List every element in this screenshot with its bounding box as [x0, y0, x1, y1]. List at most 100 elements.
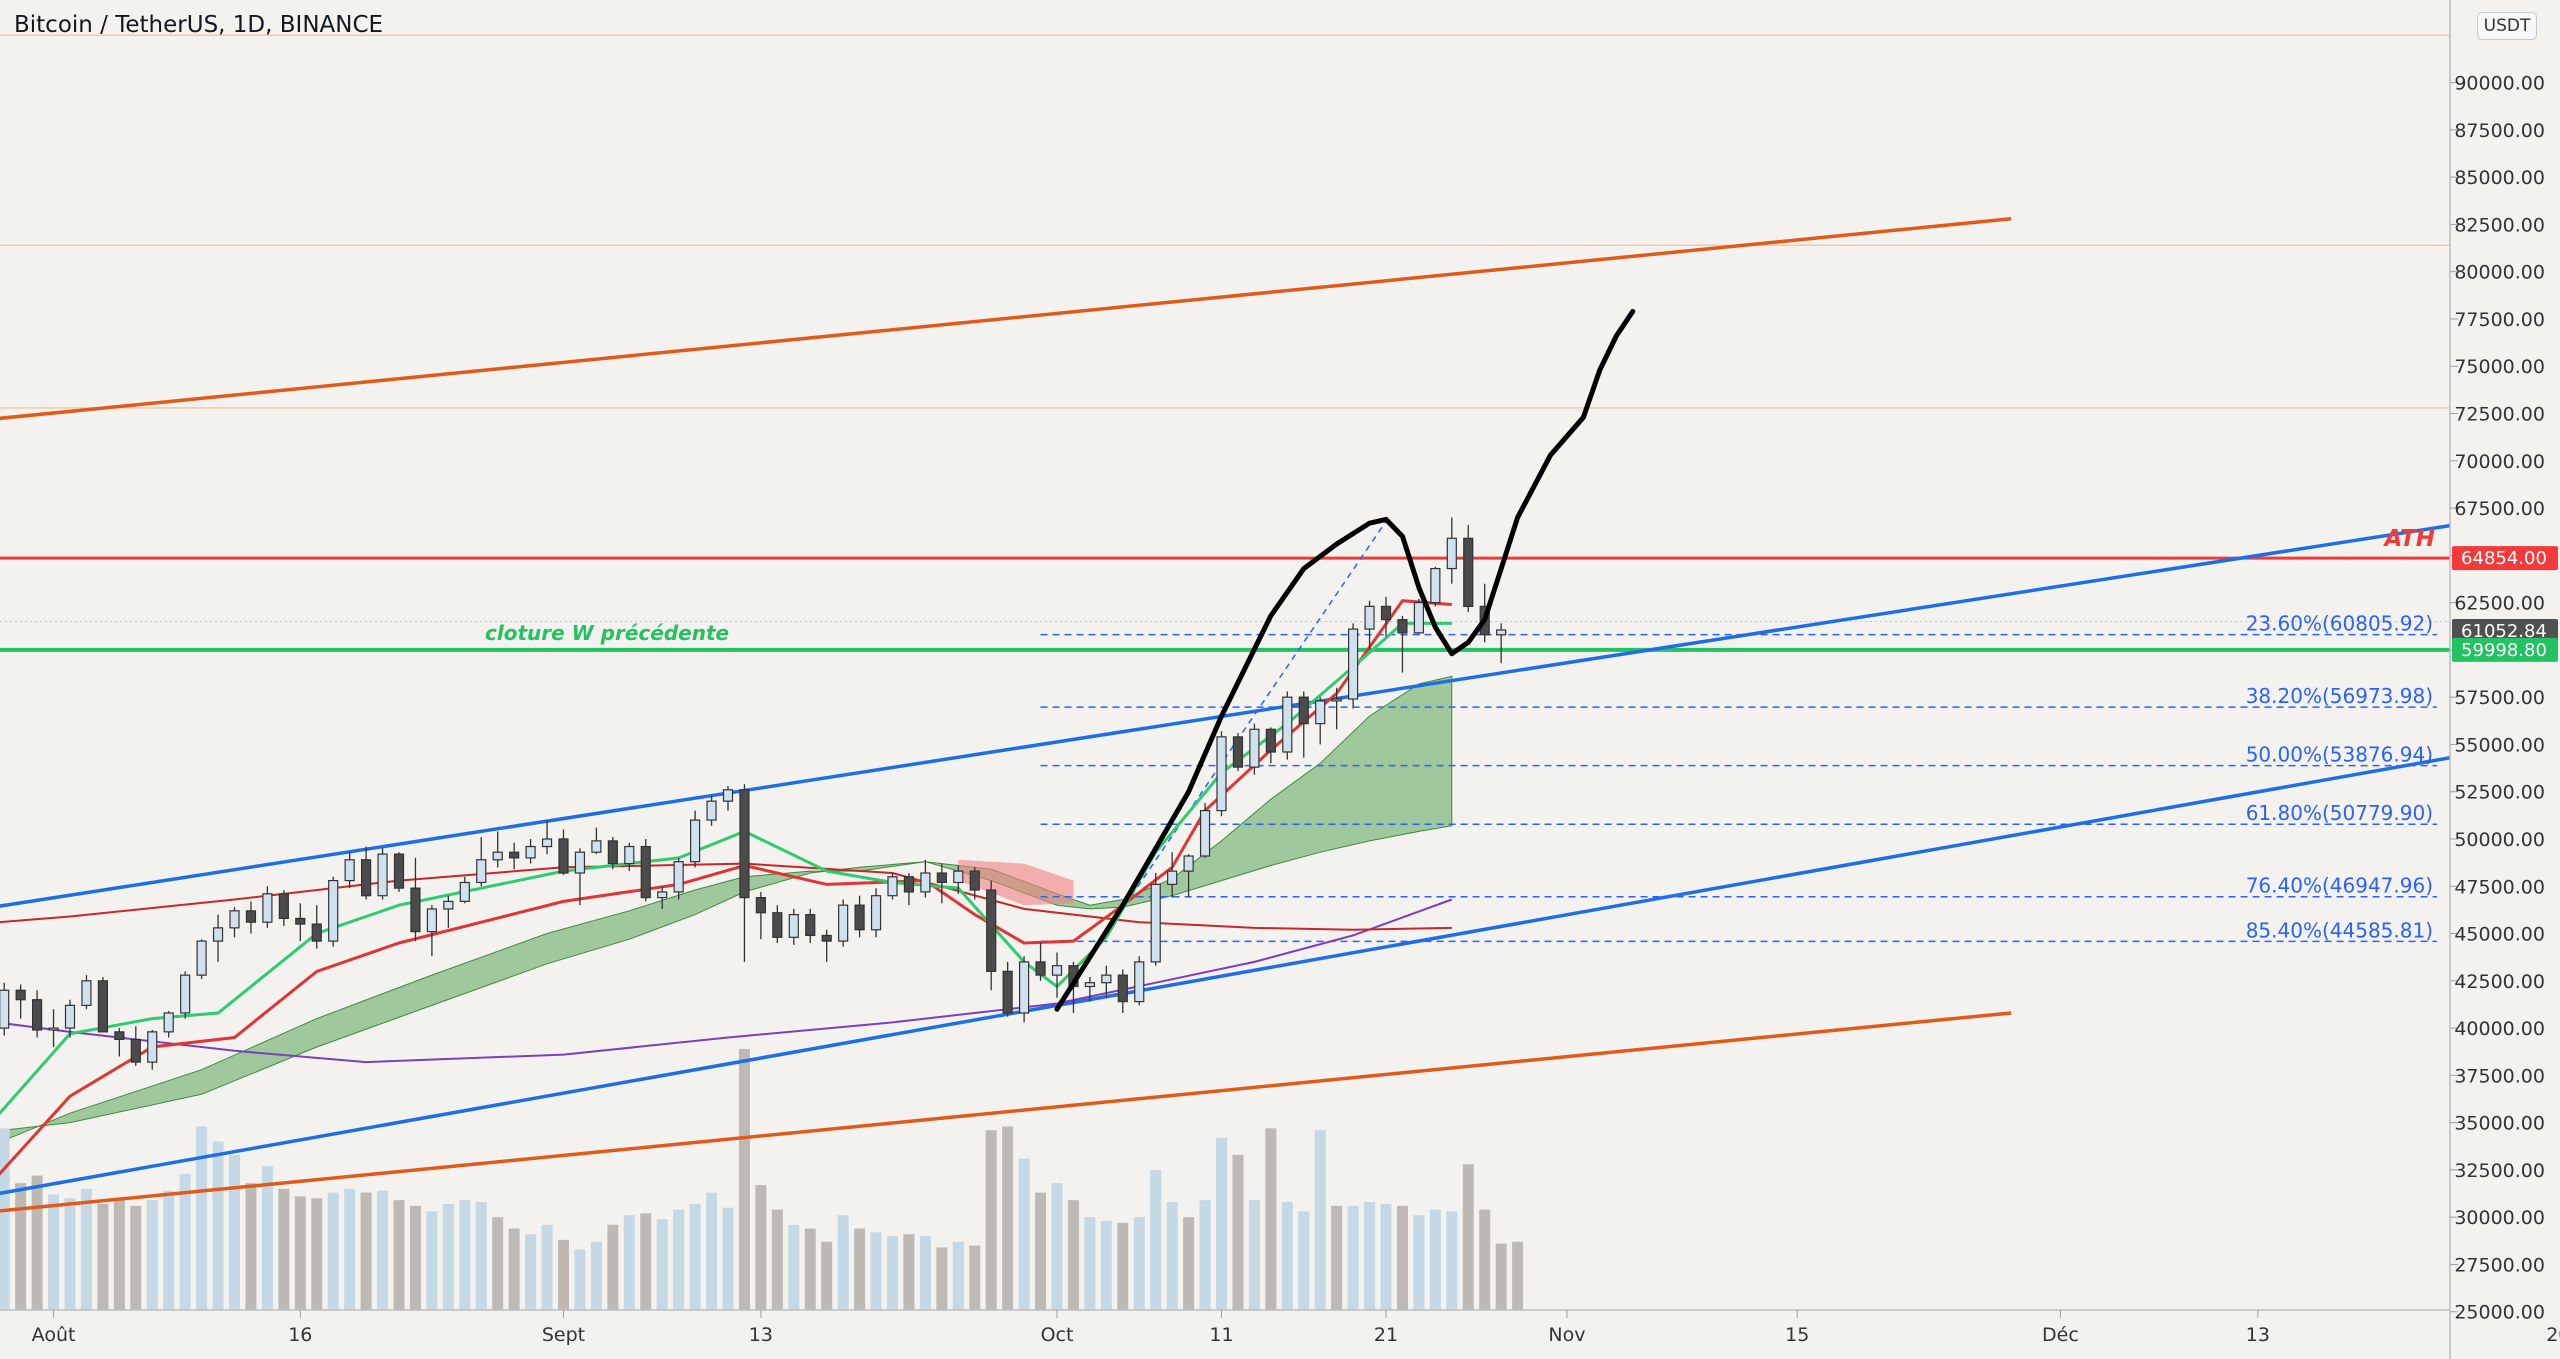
candle-down	[15, 989, 26, 1001]
volume-bar	[837, 1215, 849, 1310]
candle-down	[1002, 970, 1013, 1014]
candle-down	[772, 912, 783, 938]
price-tick-label: 25000.00	[2454, 1302, 2545, 1324]
candle-up	[657, 891, 668, 899]
volume-bar	[985, 1130, 997, 1310]
volume-bar	[919, 1236, 931, 1310]
candle-up	[426, 908, 437, 933]
volume-bar	[1216, 1137, 1227, 1310]
symbol-title: Bitcoin / TetherUS, 1D, BINANCE	[14, 12, 384, 38]
volume-bar	[1364, 1202, 1376, 1310]
volume-bar	[327, 1192, 339, 1310]
time-tick-label: 13	[2246, 1324, 2270, 1346]
price-tick-label: 27500.00	[2454, 1254, 2545, 1276]
ath-label: ATH	[2382, 526, 2435, 552]
candle-up	[870, 895, 882, 931]
candle-up	[1199, 810, 1211, 857]
volume-bar	[80, 1188, 92, 1310]
time-tick-label: Déc	[2042, 1324, 2079, 1346]
volume-bar	[722, 1207, 734, 1310]
volume-bar	[870, 1232, 882, 1310]
volume-bar	[229, 1154, 240, 1310]
volume-bar	[788, 1224, 800, 1310]
candle-up	[673, 861, 684, 893]
candle-up	[1051, 965, 1063, 976]
candle-down	[986, 889, 997, 972]
candle-up	[788, 914, 799, 938]
candle-down	[410, 887, 421, 933]
price-tick-label: 52500.00	[2454, 782, 2545, 804]
chart-annotations-layer: ATH cloture W précédente	[485, 526, 2435, 645]
candle-down	[361, 859, 372, 897]
time-tick-label: 16	[288, 1324, 312, 1346]
volume-bar	[1512, 1241, 1524, 1310]
volume-bar	[771, 1209, 783, 1310]
fib-level-label: 50.00%(53876.94)	[2246, 743, 2433, 767]
fib-level-label: 61.80%(50779.90)	[2246, 801, 2433, 825]
fib-level-label: 85.40%(44585.81)	[2246, 918, 2433, 942]
candle-down	[97, 980, 109, 1033]
price-tick-label: 37500.00	[2454, 1065, 2545, 1087]
volume-bar	[1479, 1209, 1491, 1310]
volume-bar	[1166, 1202, 1178, 1310]
candle-up	[1183, 855, 1194, 872]
ribbon-clouds-layer	[0, 675, 1453, 1143]
candle-up	[1018, 961, 1030, 1014]
candle-down	[903, 876, 915, 893]
volume-bar	[0, 1128, 10, 1310]
price-tick-label: 67500.00	[2454, 498, 2545, 520]
volume-bar	[656, 1219, 668, 1310]
candle-up	[180, 974, 191, 1014]
candle-up	[722, 789, 734, 802]
volume-bar	[1150, 1169, 1162, 1310]
price-tick-label: 40000.00	[2454, 1018, 2545, 1040]
ema-slow-line	[0, 599, 1452, 1176]
volume-bar	[97, 1203, 109, 1310]
candle-up	[1084, 982, 1096, 988]
volume-bar	[1380, 1203, 1392, 1310]
volume-bar	[903, 1234, 915, 1310]
price-tick-label: 87500.00	[2454, 120, 2545, 142]
candle-down	[607, 840, 618, 865]
fibonacci-layer: 23.60%(60805.92) 38.20%(56973.98) 50.00%(5…	[1040, 520, 2437, 1006]
volume-bar	[1067, 1200, 1079, 1310]
candle-up	[689, 819, 701, 863]
candle-up	[1282, 696, 1293, 753]
channel-lines-layer	[0, 216, 2451, 1213]
fib-level-label: 76.40%(46947.96)	[2246, 874, 2433, 898]
volume-bar	[541, 1224, 553, 1310]
candle-up	[1430, 567, 1441, 604]
weekly-close-label: cloture W précédente	[485, 621, 729, 645]
candle-up	[1331, 698, 1342, 702]
volume-bar	[1347, 1205, 1359, 1310]
candle-down	[854, 904, 865, 931]
candle-down	[640, 845, 651, 899]
volume-bar	[508, 1228, 520, 1310]
currency-button[interactable]: USDT	[2477, 12, 2537, 40]
candle-down	[130, 1038, 141, 1063]
volume-bar	[31, 1175, 43, 1310]
volume-bar	[311, 1198, 323, 1310]
time-tick-label: Sept	[542, 1324, 585, 1346]
volume-bar	[1314, 1130, 1326, 1310]
volume-bar	[64, 1198, 76, 1310]
price-label-value: 59998.80	[2461, 640, 2547, 661]
volume-bar	[179, 1173, 191, 1310]
channel-orange-lower	[0, 1011, 2012, 1213]
candle-down	[739, 789, 750, 899]
price-tick-label: 30000.00	[2454, 1207, 2545, 1229]
volume-bar	[804, 1228, 816, 1310]
volume-bar	[1117, 1222, 1129, 1310]
volume-bar	[1199, 1200, 1211, 1310]
candle-up	[0, 989, 10, 1029]
volume-bar	[1018, 1158, 1030, 1310]
time-tick-label: Nov	[1548, 1324, 1585, 1346]
candle-up	[377, 853, 388, 897]
horizontal-levels-layer	[0, 34, 2450, 652]
volume-bar	[245, 1183, 257, 1310]
candle-up	[887, 876, 898, 897]
candle-up	[1364, 605, 1375, 630]
volume-bar	[113, 1200, 125, 1310]
volume-bar	[607, 1224, 619, 1310]
